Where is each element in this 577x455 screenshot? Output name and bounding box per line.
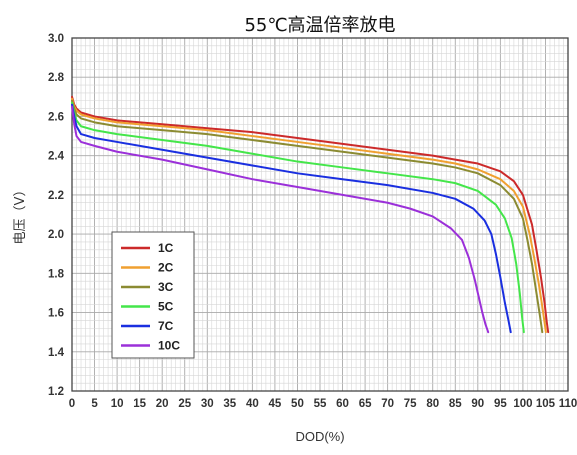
y-tick-label: 2.2 — [48, 190, 64, 202]
legend-items: 1C 2C 3C 5C 7C 10C — [121, 241, 180, 353]
legend: 1C 2C 3C 5C 7C 10C — [111, 231, 195, 359]
series-line-3c — [71, 99, 544, 334]
x-axis-label: DOD(%) — [295, 429, 344, 444]
tick-layer: 0 5 10 15 20 25 30 35 40 45 50 55 60 65 70 75 80 85 90 95 10… — [48, 33, 577, 410]
chart-title: 55℃高温倍率放电 — [244, 15, 395, 36]
x-tick-label: 55 — [314, 398, 327, 410]
x-tick-label: 70 — [381, 398, 394, 410]
y-tick-label: 2.8 — [48, 72, 65, 84]
x-tick-label: 45 — [269, 398, 282, 410]
x-tick-label: 30 — [201, 398, 214, 410]
x-tick-label: 40 — [246, 398, 259, 410]
series-line-2c — [71, 97, 547, 334]
legend-label-7c: 7C — [158, 319, 174, 333]
x-tick-label: 75 — [404, 398, 417, 410]
legend-label-2c: 2C — [158, 261, 174, 275]
legend-label-1c: 1C — [158, 241, 174, 255]
y-tick-label: 3.0 — [48, 33, 64, 45]
x-tick-label: 5 — [91, 398, 98, 410]
x-tick-label: 95 — [494, 398, 507, 410]
x-tick-label: 0 — [69, 398, 75, 410]
x-tick-label: 50 — [291, 398, 304, 410]
series-line-1c — [71, 95, 550, 334]
x-tick-label: 25 — [178, 398, 191, 410]
x-tick-label: 20 — [156, 398, 169, 410]
x-tick-label: 15 — [133, 398, 146, 410]
series-line-7c — [71, 103, 512, 334]
x-tick-label: 105 — [536, 398, 556, 410]
y-tick-label: 2.6 — [48, 111, 64, 123]
x-tick-label: 35 — [223, 398, 236, 410]
legend-label-10c: 10C — [158, 339, 180, 353]
x-tick-label: 10 — [111, 398, 124, 410]
y-axis-label: 电压（V） — [13, 184, 28, 245]
x-tick-label: 90 — [471, 398, 484, 410]
y-tick-label: 2.0 — [48, 229, 64, 241]
y-tick-label: 1.4 — [48, 347, 65, 359]
x-tick-label: 65 — [359, 398, 372, 410]
plot-frame — [71, 37, 569, 392]
y-tick-label: 1.6 — [48, 308, 64, 320]
y-tick-label: 1.2 — [48, 386, 64, 398]
x-tick-label: 85 — [449, 398, 462, 410]
y-tick-label: 2.4 — [48, 151, 65, 163]
legend-label-3c: 3C — [158, 280, 174, 294]
x-tick-label: 80 — [426, 398, 439, 410]
x-tick-label: 60 — [336, 398, 349, 410]
series-line-10c — [71, 105, 490, 334]
legend-label-5c: 5C — [158, 300, 174, 314]
x-tick-label: 100 — [513, 398, 532, 410]
y-tick-label: 1.8 — [48, 268, 65, 280]
x-tick-label: 110 — [559, 398, 577, 410]
legend-box — [111, 231, 195, 359]
series-layer — [71, 95, 550, 334]
series-line-5c — [71, 101, 525, 334]
